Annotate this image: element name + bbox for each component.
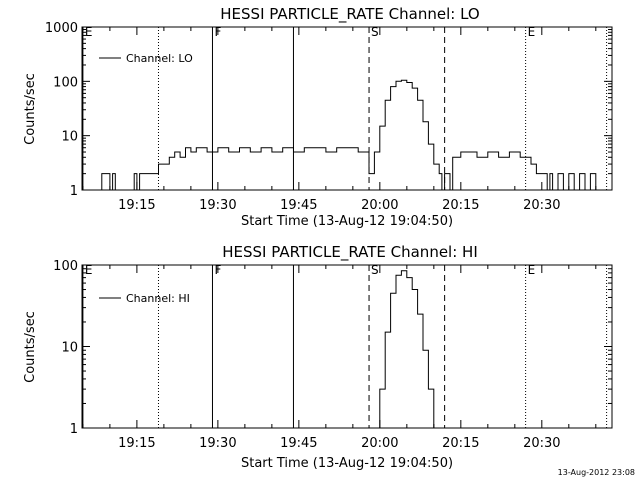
x-axis-label: Start Time (13-Aug-12 19:04:50) xyxy=(241,214,453,229)
x-tick-label: 19:45 xyxy=(280,198,317,213)
plot-area: 19:15 19:30 19:45 20:00 20:15 20:30 1 10 100 1000… xyxy=(45,21,613,213)
chart-panel-lo: HESSI PARTICLE_RATE Channel: LO Counts/s… xyxy=(23,5,613,229)
x-tick-label: 20:30 xyxy=(523,436,560,451)
x-tick-label: 20:00 xyxy=(361,198,398,213)
event-marker-label: E xyxy=(528,25,536,39)
chart-title: HESSI PARTICLE_RATE Channel: HI xyxy=(222,243,478,262)
y-tick-label: 1000 xyxy=(45,21,78,36)
y-tick-label: 100 xyxy=(53,75,78,90)
series-line xyxy=(377,270,435,429)
legend-label: Channel: HI xyxy=(126,292,190,305)
y-axis-label: Counts/sec xyxy=(23,73,38,145)
x-tick-label: 20:15 xyxy=(442,198,479,213)
event-marker-label: E xyxy=(85,263,93,277)
x-tick-label: 19:45 xyxy=(280,436,317,451)
x-tick-label: 19:30 xyxy=(199,436,236,451)
x-tick-label: 20:30 xyxy=(523,198,560,213)
event-marker-label: E xyxy=(85,25,93,39)
event-marker-label: F xyxy=(214,263,221,277)
y-tick-label: 10 xyxy=(61,341,78,356)
x-tick-label: 20:00 xyxy=(361,436,398,451)
plot-area: 19:15 19:30 19:45 20:00 20:15 20:30 1 10 100 E F S E xyxy=(53,259,613,451)
legend-label: Channel: LO xyxy=(126,52,193,65)
x-axis-label: Start Time (13-Aug-12 19:04:50) xyxy=(241,456,453,471)
y-axis-label: Counts/sec xyxy=(23,311,38,383)
plot-frame xyxy=(81,264,613,429)
event-marker-label: S xyxy=(371,25,379,39)
y-tick-label: 10 xyxy=(61,130,78,145)
event-marker-label: F xyxy=(214,25,221,39)
footer-timestamp: 13-Aug-2012 23:08 xyxy=(558,468,635,477)
plot-frame xyxy=(81,26,613,191)
series-line xyxy=(99,79,597,191)
chart-title: HESSI PARTICLE_RATE Channel: LO xyxy=(220,5,479,24)
event-marker-label: E xyxy=(528,263,536,277)
y-tick-label: 1 xyxy=(70,422,78,437)
x-tick-label: 19:15 xyxy=(118,436,155,451)
chart-panel-hi: HESSI PARTICLE_RATE Channel: HI Counts/s… xyxy=(23,243,613,471)
x-tick-label: 20:15 xyxy=(442,436,479,451)
y-tick-label: 100 xyxy=(53,259,78,274)
x-tick-label: 19:15 xyxy=(118,198,155,213)
event-marker-label: S xyxy=(371,263,379,277)
x-tick-label: 19:30 xyxy=(199,198,236,213)
y-tick-label: 1 xyxy=(70,184,78,199)
